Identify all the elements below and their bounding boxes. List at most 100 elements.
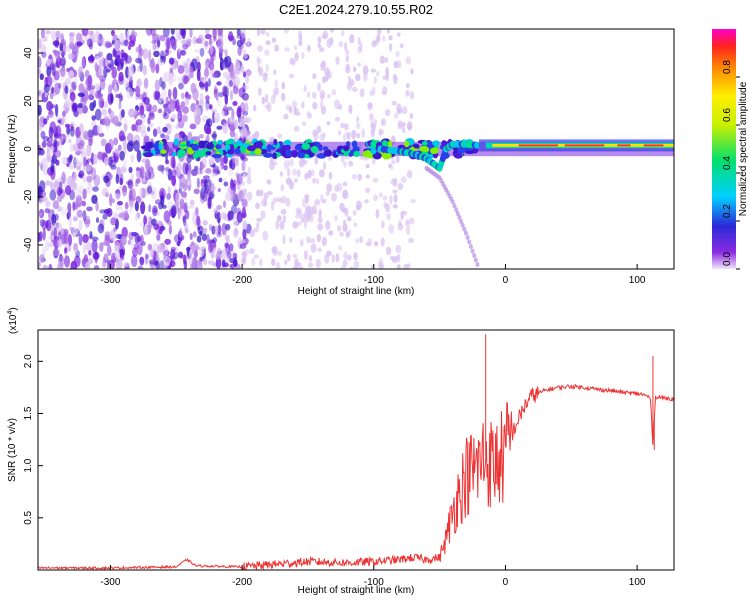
spectrogram-speckle-faint — [292, 221, 299, 229]
spectrogram-speckle — [234, 155, 239, 168]
snr-x-tick-label: 0 — [503, 577, 509, 588]
spectrogram-speckle — [139, 124, 146, 133]
spectrogram-speckle-faint — [325, 220, 331, 231]
spectrogram-speckle-faint — [274, 44, 280, 52]
spectrogram-speckle — [43, 83, 50, 93]
spectrogram-speckle — [77, 92, 85, 97]
spectrogram-speckle-faint — [338, 130, 342, 136]
snr-y-exponent-base: (x10 — [8, 314, 19, 334]
spectrogram-speckle — [227, 251, 232, 260]
spectrogram-speckle-faint — [397, 182, 404, 191]
spectrogram-speckle — [136, 242, 143, 256]
spectrogram-speckle — [86, 38, 93, 48]
spectrogram-speckle — [203, 103, 211, 113]
spectrogram-speckle — [71, 81, 76, 89]
spectrogram-speckle — [110, 217, 117, 226]
spectrogram-main-blob — [457, 146, 465, 154]
spectrogram-speckle — [208, 61, 215, 71]
spectrogram-main-blob — [295, 144, 301, 151]
spectrogram-speckle — [60, 138, 65, 146]
spectrogram-main-blob — [172, 151, 177, 157]
spectrogram-speckle — [81, 200, 86, 207]
spectrogram-speckle — [109, 117, 116, 124]
spectrogram-speckle — [101, 36, 105, 46]
spectrogram-speckle-faint — [401, 126, 406, 133]
spectrogram-speckle-faint — [242, 220, 248, 230]
spectrogram-speckle-faint — [338, 41, 344, 48]
spectrogram-speckle-faint — [304, 193, 310, 199]
spectrogram-speckle — [216, 170, 221, 175]
spectrogram-speckle-faint — [297, 209, 302, 215]
spectrogram-main-blob — [173, 138, 179, 146]
spectrogram-speckle-faint — [367, 102, 373, 109]
spectrogram-speckle-faint — [357, 62, 361, 67]
spectrogram-speckle — [84, 164, 92, 172]
spectrogram-speckle — [114, 250, 121, 259]
spectrogram-speckle — [90, 88, 96, 97]
spectrogram-speckle — [58, 82, 62, 89]
spectrogram-speckle-faint — [246, 177, 252, 185]
spectrogram-speckle — [119, 166, 127, 174]
spectrogram-speckle — [169, 99, 176, 112]
spectrogram-speckle — [68, 70, 75, 79]
spectrogram-speckle — [124, 39, 129, 47]
spectrogram-speckle — [228, 116, 235, 125]
spectrogram-speckle — [142, 64, 148, 76]
spectrogram-main-blob — [381, 151, 392, 160]
spectrogram-speckle — [236, 39, 243, 48]
spectrogram-speckle-faint — [315, 178, 320, 185]
spectrogram-speckle-faint — [279, 170, 283, 178]
spectrogram-speckle-faint — [320, 93, 324, 102]
spectrogram-speckle — [93, 153, 98, 165]
spectrogram-speckle — [109, 110, 115, 119]
spectrogram-main-blob — [147, 141, 154, 149]
spectrogram-speckle-faint — [386, 29, 390, 34]
spectrogram-speckle — [201, 227, 208, 234]
spectrogram-speckle — [72, 171, 77, 182]
spectrogram-speckle — [160, 164, 165, 175]
spectrogram-speckle — [92, 186, 99, 192]
spectrogram-speckle — [93, 174, 101, 187]
spectrogram-speckle-faint — [275, 261, 281, 269]
spectrogram-speckle — [130, 29, 135, 39]
spectrogram-y-label: Frequency (Hz) — [7, 115, 18, 184]
spectrogram-speckle — [215, 88, 219, 101]
spectrogram-speckle — [161, 88, 167, 102]
spectrogram-speckle-faint — [262, 72, 268, 82]
spectrogram-speckle — [143, 223, 148, 237]
spectrogram-main-blob — [318, 146, 323, 152]
snr-y-tick-label: 1.0 — [23, 458, 34, 472]
spectrogram-speckle — [237, 105, 242, 114]
spectrogram-speckle — [227, 211, 231, 222]
spectrogram-speckle — [94, 82, 101, 91]
spectrogram-main-blob — [254, 148, 262, 156]
spectrogram-speckle-faint — [343, 161, 347, 168]
spectrogram-speckle — [241, 160, 246, 172]
spectrogram-speckle — [155, 63, 160, 74]
spectrogram-speckle-faint — [379, 55, 386, 64]
spectrogram-speckle — [140, 201, 146, 215]
spectrogram-speckle — [198, 134, 204, 139]
spectrogram-speckle-faint — [342, 190, 346, 198]
spectrogram-speckle-faint — [284, 259, 288, 265]
spectrogram-speckle-faint — [365, 241, 371, 246]
spectrogram-speckle-faint — [283, 113, 289, 120]
spectrogram-speckle — [146, 103, 153, 112]
spectrogram-speckle-faint — [409, 217, 415, 225]
spectrogram-speckle-faint — [304, 172, 308, 180]
spectrogram-speckle — [128, 40, 136, 48]
spectrogram-speckle-faint — [301, 159, 308, 165]
spectrogram-speckle — [86, 30, 94, 36]
spectrogram-main-blob — [322, 146, 329, 151]
spectrogram-main-blob — [362, 150, 372, 158]
spectrogram-speckle — [170, 36, 176, 49]
spectrogram-speckle — [146, 185, 153, 194]
spectrogram-speckle — [212, 225, 219, 235]
spectrogram-speckle — [68, 32, 76, 37]
spectrogram-speckle — [119, 177, 123, 186]
spectrogram-speckle — [148, 49, 152, 62]
spectrogram-speckle — [113, 83, 118, 94]
spectrogram-speckle — [177, 76, 184, 83]
spectrogram-speckle — [44, 208, 51, 214]
colorbar-tick-label: 0.0 — [722, 252, 733, 266]
